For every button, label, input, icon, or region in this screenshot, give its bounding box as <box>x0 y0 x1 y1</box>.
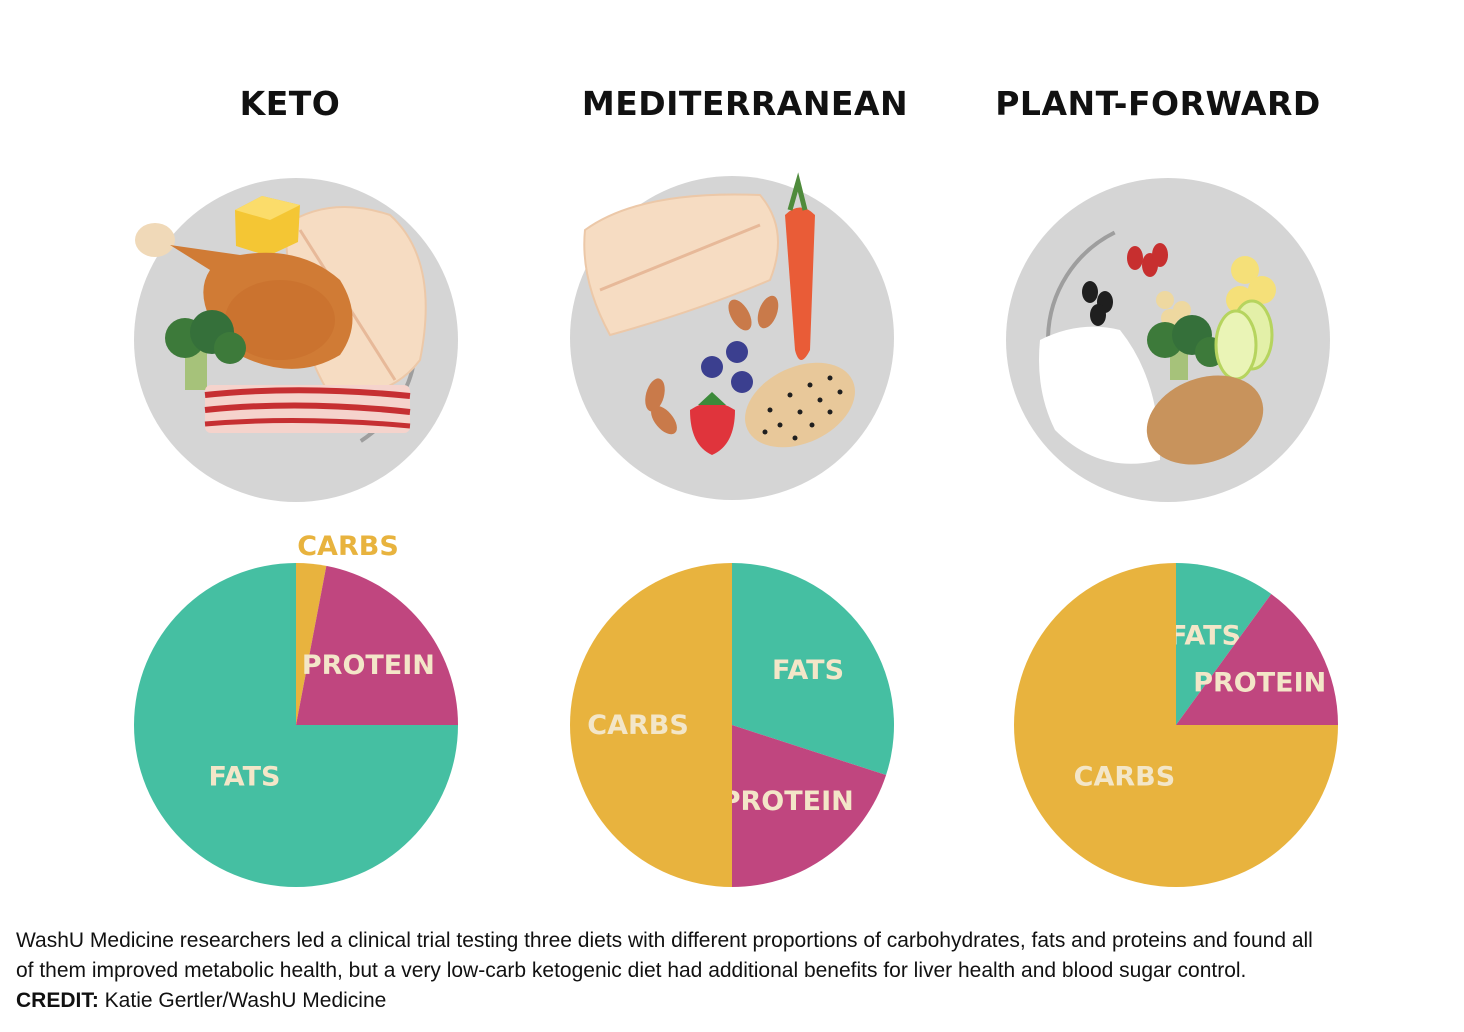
credit-line: CREDIT: Katie Gertler/WashU Medicine <box>16 986 1456 1016</box>
rice-icon <box>1039 326 1160 464</box>
diet-title-keto: KETO <box>239 84 341 123</box>
pie-keto: CARBS PROTEIN FATS <box>134 531 458 887</box>
plate-mediterranean <box>570 172 894 500</box>
slice-label-protein: PROTEIN <box>1193 667 1326 698</box>
slice-label-protein: PROTEIN <box>721 786 854 817</box>
apple-slices-icon <box>1214 299 1274 381</box>
pie-mediterranean: FATS PROTEIN CARBS <box>570 563 894 887</box>
plate-keto <box>134 178 458 502</box>
slice-label-fats: FATS <box>208 762 280 793</box>
banana-icon <box>1226 256 1276 314</box>
diet-title-plant-forward: PLANT-FORWARD <box>995 84 1321 123</box>
whole-grain-bread-icon <box>745 362 855 448</box>
carrot-icon <box>785 172 815 360</box>
caption-line-1: WashU Medicine researchers led a clinica… <box>16 929 1313 952</box>
slice-protein <box>1176 593 1338 725</box>
fish-fillet-icon <box>583 193 779 337</box>
slice-carbs <box>570 563 732 887</box>
slice-label-carbs: CARBS <box>1074 762 1176 793</box>
caption-line-2: of them improved metabolic health, but a… <box>16 959 1247 982</box>
pie-plant-forward: FATS PROTEIN CARBS <box>1014 563 1338 887</box>
potato-icon <box>1146 375 1264 465</box>
beans-icon <box>1082 243 1168 326</box>
slice-fats <box>134 563 458 887</box>
slice-protein <box>296 565 458 725</box>
bacon-icon <box>204 385 411 433</box>
blueberries-icon <box>701 341 753 393</box>
plate-plant-forward <box>1006 178 1330 502</box>
macronutrient-pie-charts: CARBS PROTEIN FATS FATS PROTEIN CARBS FATS PROT… <box>134 531 1338 887</box>
broccoli-icon <box>1147 315 1225 380</box>
slice-label-carbs: CARBS <box>587 710 689 741</box>
broccoli-icon <box>165 310 246 390</box>
plate-illustrations <box>134 172 1330 502</box>
slice-fats <box>732 563 894 776</box>
slice-label-fats: FATS <box>1169 621 1241 652</box>
slice-label-carbs: CARBS <box>297 531 399 562</box>
slice-fats <box>1176 563 1272 725</box>
almonds-icon <box>645 295 779 435</box>
strawberry-icon <box>690 392 735 455</box>
slice-carbs <box>1014 563 1338 887</box>
credit-value: Katie Gertler/WashU Medicine <box>98 989 387 1012</box>
slice-label-fats: FATS <box>772 655 844 686</box>
slice-protein <box>732 725 887 887</box>
diet-title-mediterranean: MEDITERRANEAN <box>581 84 909 123</box>
slice-label-protein: PROTEIN <box>302 650 435 681</box>
credit-label: CREDIT: <box>16 989 99 1012</box>
slice-carbs <box>296 563 327 725</box>
